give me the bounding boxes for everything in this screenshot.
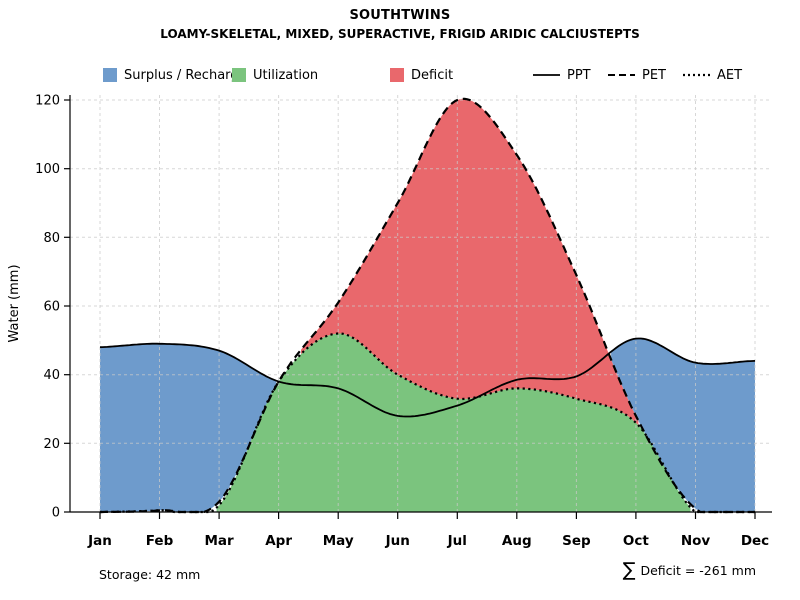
- axes: 0 20 40 60 80 100 120 Jan Feb Mar Apr May Jun Jul Aug S…: [7, 94, 772, 549]
- x-tick-label: Feb: [146, 533, 174, 549]
- x-tick-label: Nov: [681, 533, 711, 549]
- legend-item-surplus: Surplus / Recharge: [103, 66, 247, 84]
- legend-label-deficit: Deficit: [411, 67, 454, 83]
- legend-label-aet: AET: [717, 67, 743, 83]
- storage-annotation: Storage: 42 mm: [99, 567, 201, 582]
- y-tick-label: 120: [35, 94, 60, 109]
- legend-item-aet: AET: [683, 66, 742, 84]
- utilization-swatch-icon: [232, 68, 246, 82]
- y-tick-label: 100: [35, 162, 60, 177]
- legend-label-utilization: Utilization: [253, 67, 319, 83]
- legend-item-utilization: Utilization: [232, 66, 318, 84]
- x-tick-label: Dec: [741, 533, 769, 549]
- y-tick-label: 60: [43, 300, 60, 315]
- legend: Surplus / Recharge Utilization Deficit P…: [0, 66, 800, 86]
- x-tick-label: Aug: [502, 533, 532, 549]
- x-tick-label: Jun: [385, 533, 410, 549]
- chart-titles: SOUTHTWINS LOAMY-SKELETAL, MIXED, SUPERA…: [0, 8, 800, 41]
- ppt-line: [99, 337, 756, 418]
- legend-label-ppt: PPT: [567, 67, 591, 83]
- surplus-recharge-region: [100, 338, 755, 512]
- y-tick-label: 40: [43, 368, 60, 383]
- legend-item-ppt: PPT: [533, 66, 591, 84]
- deficit-sum-text: Deficit = -261 mm: [640, 563, 756, 578]
- x-tick-label: Mar: [204, 533, 234, 549]
- sum-symbol-icon: ∑: [622, 559, 636, 581]
- x-tick-label: Apr: [265, 533, 292, 549]
- aet-line: [100, 332, 755, 514]
- y-tick-label: 0: [52, 506, 60, 521]
- chart-subtitle: LOAMY-SKELETAL, MIXED, SUPERACTIVE, FRIG…: [160, 27, 640, 41]
- deficit-swatch-icon: [390, 68, 404, 82]
- pet-line-sample-icon: [608, 74, 635, 76]
- legend-label-surplus: Surplus / Recharge: [124, 67, 247, 83]
- legend-label-pet: PET: [642, 67, 666, 83]
- series-lines: [99, 97, 756, 514]
- legend-item-deficit: Deficit: [390, 66, 453, 84]
- deficit-annotation: ∑ Deficit = -261 mm: [623, 561, 756, 580]
- y-tick-label: 80: [43, 231, 60, 246]
- x-tick-label: Jan: [87, 533, 112, 549]
- y-axis-label: Water (mm): [7, 264, 22, 342]
- deficit-region: [301, 98, 639, 426]
- x-tick-label: Jul: [447, 533, 467, 549]
- x-tick-label: May: [323, 533, 354, 549]
- legend-item-pet: PET: [608, 66, 666, 84]
- pet-line: [100, 97, 755, 514]
- ppt-line-sample-icon: [533, 74, 560, 76]
- surplus-swatch-icon: [103, 68, 117, 82]
- region-fills: [100, 98, 755, 512]
- x-tick-label: Sep: [562, 533, 591, 549]
- x-tick-label: Oct: [623, 533, 649, 549]
- utilization-region: [216, 333, 691, 512]
- y-tick-label: 20: [43, 437, 60, 452]
- chart-title: SOUTHTWINS: [349, 8, 451, 23]
